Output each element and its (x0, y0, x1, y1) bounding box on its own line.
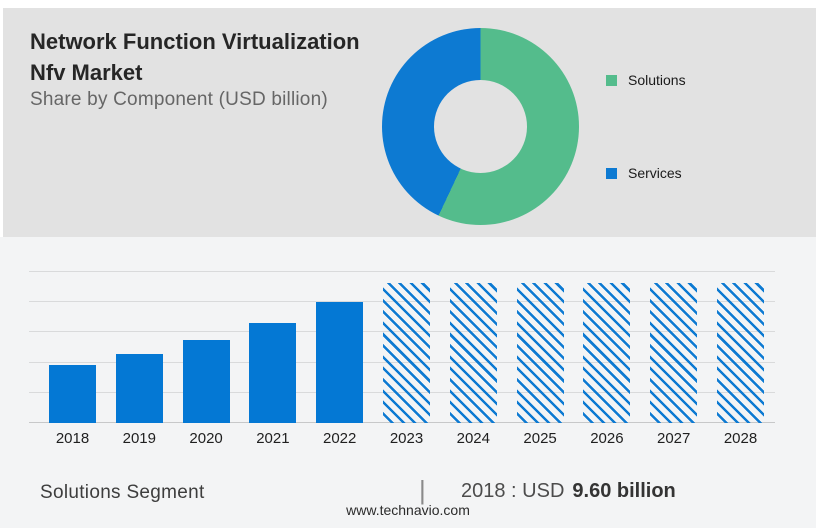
x-axis-label-2026: 2026 (590, 430, 624, 447)
x-axis-label-2027: 2027 (657, 430, 691, 447)
bar-2026-forecast (583, 282, 631, 423)
services-swatch-icon (606, 168, 617, 179)
bar-2023-forecast (383, 282, 430, 423)
x-axis-label-2028: 2028 (723, 430, 758, 447)
x-axis-label-2018: 2018 (55, 430, 90, 447)
value-amount: 9.60 billion (572, 480, 676, 502)
donut-hole (434, 80, 527, 173)
market-value-caption: 2018 : USD 9.60 billion (461, 480, 676, 503)
legend-label-services: Services (628, 165, 682, 181)
bar-2021 (249, 323, 297, 423)
bar-2018 (49, 365, 96, 423)
solutions-swatch-icon (606, 75, 617, 86)
x-axis-label-2023: 2023 (389, 430, 424, 447)
donut-chart (382, 28, 579, 225)
x-axis: 2018 2019 2020 2021 2022 2023 2024 2025 2026 2027… (0, 430, 816, 452)
page-title: Network Function Virtualization Nfv Mark… (30, 29, 360, 85)
legend-label-solutions: Solutions (628, 72, 686, 88)
page-subtitle: Share by Component (USD billion) (30, 89, 328, 110)
x-axis-label-2025: 2025 (523, 430, 557, 447)
bar-2024-forecast (449, 282, 497, 423)
website-link[interactable]: www.technavio.com (346, 502, 470, 518)
x-axis-label-2021: 2021 (256, 430, 290, 447)
header-panel: Network Function Virtualization Nfv Mark… (3, 8, 816, 237)
segment-caption: Solutions Segment (40, 482, 205, 503)
bar-2020 (182, 340, 230, 423)
caption-divider: | (419, 475, 426, 505)
chart-panel: 2018 2019 2020 2021 2022 2023 2024 2025 2026 2027… (0, 237, 816, 528)
legend-item-solutions: Solutions (606, 72, 686, 88)
gridline (29, 271, 775, 272)
bar-chart (29, 271, 775, 423)
x-axis-label-2022: 2022 (323, 430, 357, 447)
x-axis-label-2020: 2020 (189, 430, 223, 447)
bar-2025-forecast (516, 282, 564, 423)
bar-2022 (316, 301, 364, 423)
bar-2019 (115, 353, 163, 423)
legend-item-services: Services (606, 165, 682, 181)
bar-2027-forecast (650, 282, 698, 423)
bar-2028-forecast (717, 282, 764, 423)
x-axis-label-2024: 2024 (456, 430, 490, 447)
x-axis-label-2019: 2019 (122, 430, 156, 447)
value-prefix: 2018 : USD (461, 480, 565, 502)
